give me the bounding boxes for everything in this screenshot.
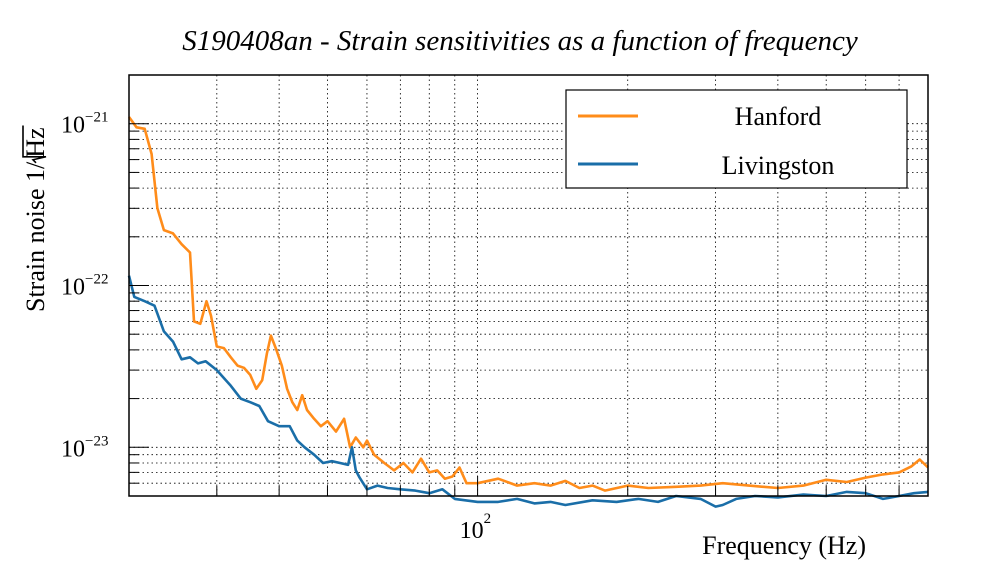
y-tick-label: 10	[61, 113, 85, 139]
legend-label-livingston: Livingston	[722, 151, 835, 180]
y-axis-label-main: Strain noise 1/	[21, 161, 50, 312]
legend-label-hanford: Hanford	[735, 102, 822, 131]
y-axis-label: Strain noise 1/Hz	[21, 125, 50, 312]
y-tick-label: 10	[61, 436, 85, 462]
y-tick-label-exponent: −23	[85, 433, 108, 449]
chart-title: S190408an - Strain sensitivities as a fu…	[182, 25, 858, 57]
x-tick-label-exponent: 2	[484, 511, 492, 527]
series-line-hanford	[127, 116, 929, 492]
series-layer	[127, 116, 929, 508]
y-axis-label-sqrt-unit: Hz	[21, 127, 50, 157]
x-axis-label: Frequency (Hz)	[702, 531, 866, 560]
y-tick-label-exponent: −22	[85, 272, 108, 288]
legend: Hanford Livingston	[565, 89, 908, 189]
series-line-livingston	[127, 275, 929, 508]
y-tick-label-exponent: −21	[85, 110, 108, 126]
axis-ticks	[129, 123, 900, 496]
legend-box	[565, 89, 908, 189]
x-tick-label: 10	[460, 518, 484, 544]
svg-text:Strain noise 1/Hz: Strain noise 1/Hz	[21, 127, 50, 312]
y-tick-label: 10	[61, 275, 85, 301]
sqrt-symbol	[22, 125, 47, 164]
